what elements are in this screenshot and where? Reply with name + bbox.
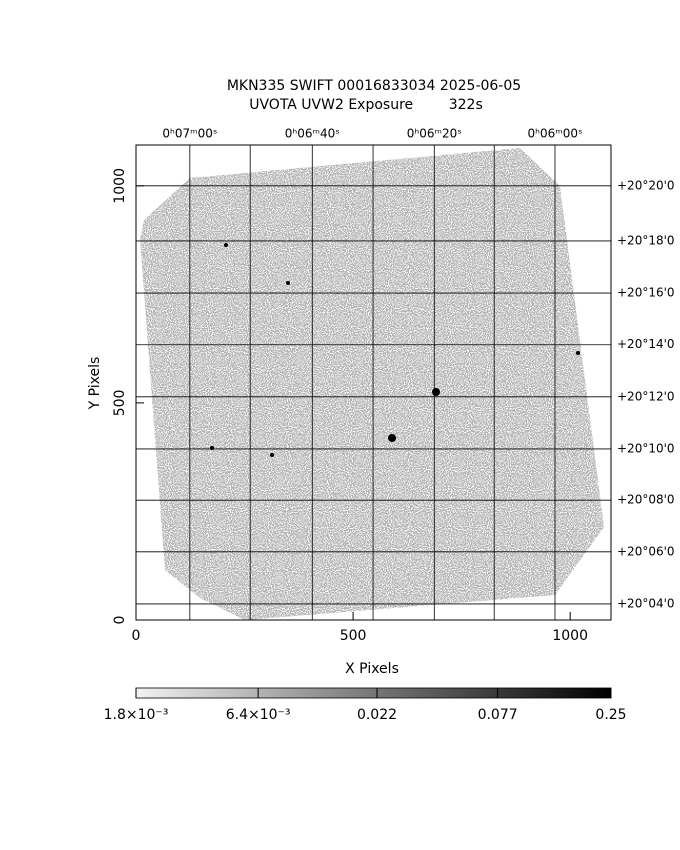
source bbox=[576, 351, 580, 355]
y-tick-label: 1000 bbox=[112, 168, 128, 204]
y-tick-label: 500 bbox=[112, 390, 128, 417]
x-tick-label: 0 bbox=[132, 628, 141, 644]
x2-tick-label: 0ʰ06ᵐ20ˢ bbox=[407, 127, 462, 141]
x-tick-label: 1000 bbox=[552, 628, 588, 644]
subtitle: UVOTA UVW2 Exposure 322s bbox=[249, 97, 483, 113]
y2-tick-label: +20°06'0 bbox=[617, 544, 675, 558]
y2-tick-label: +20°16'0 bbox=[617, 286, 675, 300]
y2-tick-label: +20°12'0 bbox=[617, 389, 675, 403]
colorbar-tick-label: 0.077 bbox=[478, 707, 518, 723]
y2-tick-label: +20°08'0 bbox=[617, 493, 675, 507]
colorbar-tick-label: 0.022 bbox=[357, 707, 397, 723]
source bbox=[388, 434, 396, 442]
x2-tick-label: 0ʰ06ᵐ40ˢ bbox=[285, 127, 340, 141]
source bbox=[270, 453, 274, 457]
source bbox=[432, 388, 440, 396]
y-axis-label: Y Pixels bbox=[87, 357, 103, 411]
x2-tick-label: 0ʰ07ᵐ00ˢ bbox=[162, 127, 217, 141]
x-tick-label: 500 bbox=[340, 628, 367, 644]
frame bbox=[135, 144, 612, 621]
exposure-map bbox=[140, 148, 604, 620]
sources bbox=[210, 243, 580, 457]
colorbar-tick-label: 1.8×10⁻³ bbox=[104, 707, 169, 723]
colorbar bbox=[135, 687, 612, 699]
colorbar-tick-label: 0.25 bbox=[595, 707, 626, 723]
source bbox=[286, 281, 290, 285]
y-tick-label: 0 bbox=[112, 616, 128, 625]
x-axis-label: X Pixels bbox=[345, 661, 399, 677]
y2-tick-label: +20°10'0 bbox=[617, 441, 675, 455]
x2-tick-label: 0ʰ06ᵐ00ˢ bbox=[527, 127, 582, 141]
y2-tick-label: +20°14'0 bbox=[617, 337, 675, 351]
y2-tick-label: +20°18'0 bbox=[617, 233, 675, 247]
y2-tick-label: +20°04'0 bbox=[617, 596, 675, 610]
y2-tick-label: +20°20'0 bbox=[617, 178, 675, 192]
source bbox=[210, 446, 214, 450]
source bbox=[224, 243, 228, 247]
title: MKN335 SWIFT 00016833034 2025-06-05 bbox=[227, 78, 521, 94]
colorbar-tick-label: 6.4×10⁻³ bbox=[226, 707, 291, 723]
